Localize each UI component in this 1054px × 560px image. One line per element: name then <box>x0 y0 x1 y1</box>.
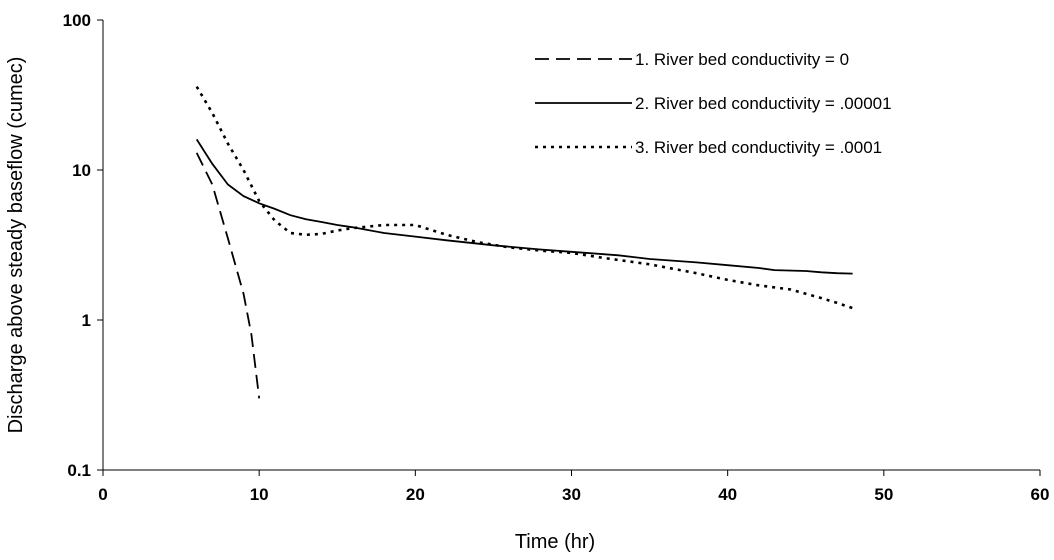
y-tick-label: 100 <box>63 11 91 30</box>
series-line-2 <box>195 138 853 275</box>
x-tick-label: 40 <box>718 485 737 504</box>
x-tick-label: 0 <box>98 485 107 504</box>
axes <box>102 20 1040 471</box>
x-tick-label: 30 <box>562 485 581 504</box>
y-tick-label: 10 <box>72 161 91 180</box>
x-tick-label: 50 <box>874 485 893 504</box>
legend: 1. River bed conductivity = 0 2. River be… <box>535 50 892 157</box>
x-axis-title: Time (hr) <box>515 531 595 553</box>
x-tick-label: 10 <box>250 485 269 504</box>
legend-label-1: 1. River bed conductivity = 0 <box>635 50 849 69</box>
x-tick-label: 60 <box>1031 485 1050 504</box>
legend-label-2: 2. River bed conductivity = .00001 <box>635 94 892 113</box>
series-line-1 <box>195 152 261 399</box>
y-axis-ticks: 0.1 1 10 100 <box>63 11 103 480</box>
legend-label-3: 3. River bed conductivity = .0001 <box>635 138 882 157</box>
series-line-3 <box>195 85 854 310</box>
y-tick-label: 0.1 <box>67 461 91 480</box>
x-axis-ticks: 0 10 20 30 40 50 60 <box>98 470 1049 504</box>
y-axis-title: Discharge above steady baseflow (cumec) <box>5 57 27 434</box>
x-tick-label: 20 <box>406 485 425 504</box>
y-tick-label: 1 <box>82 311 91 330</box>
series-layer <box>195 85 854 399</box>
